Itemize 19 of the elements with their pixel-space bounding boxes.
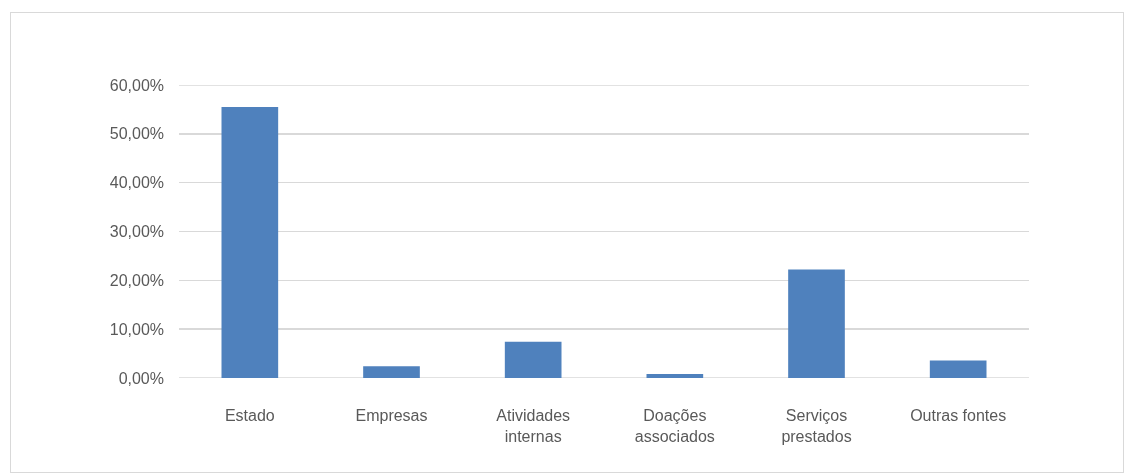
- bar: [504, 341, 562, 378]
- x-tick-label: Estado: [224, 407, 275, 424]
- y-tick-label: 20,00%: [109, 271, 164, 289]
- y-tick-label: 0,00%: [118, 369, 164, 387]
- bar: [929, 360, 987, 378]
- y-tick-label: 30,00%: [109, 223, 164, 241]
- x-tick-label: Serviços prestados: [781, 407, 852, 445]
- bar: [646, 374, 704, 378]
- y-tick-label: 50,00%: [109, 125, 164, 143]
- x-tick-label: Outras fontes: [910, 407, 1007, 424]
- bar: [363, 366, 420, 378]
- y-tick-label: 60,00%: [109, 76, 164, 94]
- bar: [221, 106, 279, 378]
- x-tick-label: Atividades internas: [496, 407, 571, 445]
- x-tick-label: Doações associados: [634, 407, 715, 445]
- bar: [788, 269, 845, 378]
- x-tick-label: Empresas: [355, 407, 428, 424]
- y-tick-label: 10,00%: [109, 320, 164, 338]
- y-tick-label: 40,00%: [109, 174, 164, 192]
